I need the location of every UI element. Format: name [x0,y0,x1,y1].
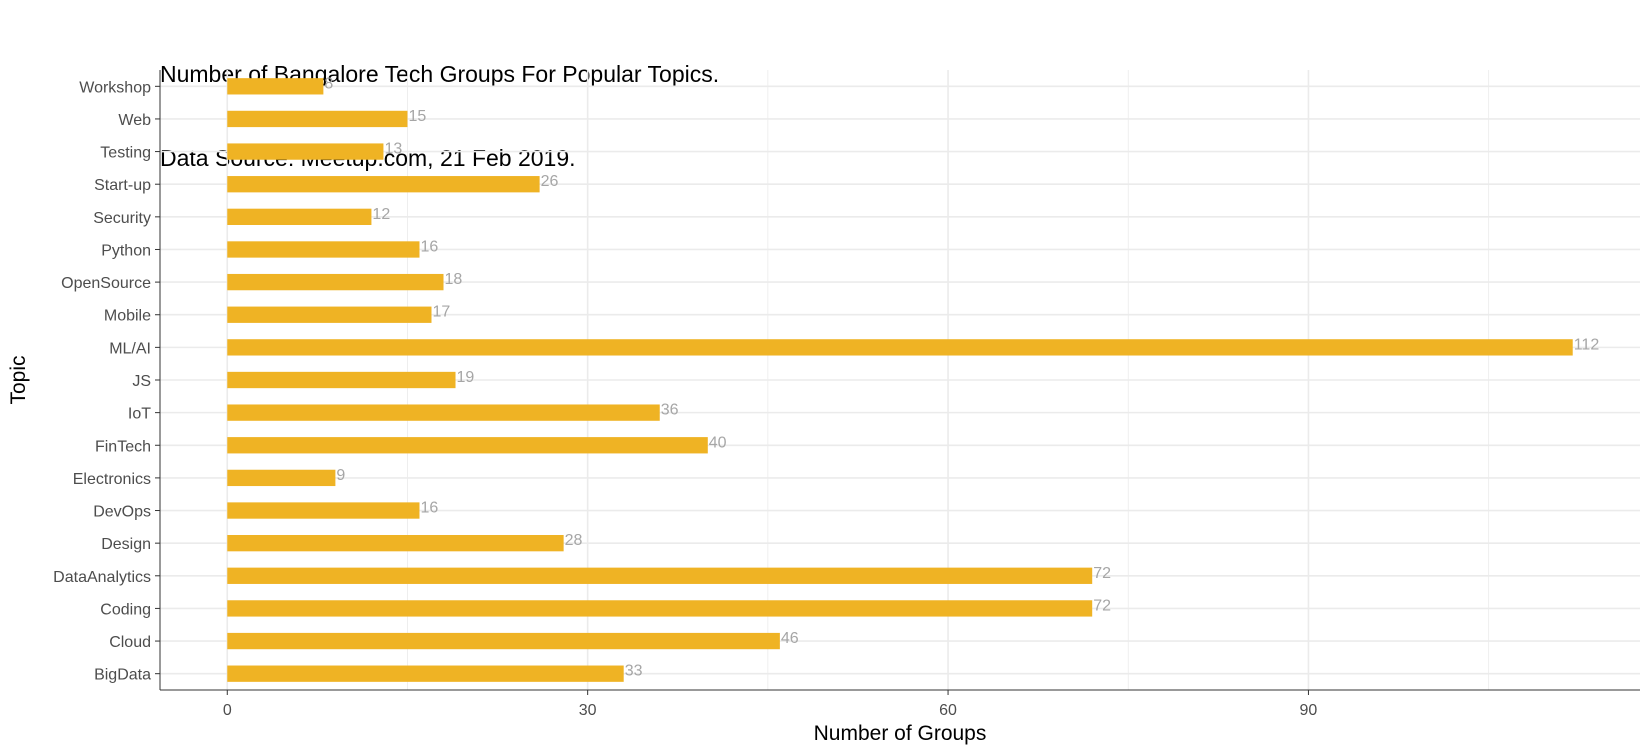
bar [227,208,372,225]
bar [227,143,384,160]
y-tick-label: Testing [100,145,151,162]
bar-value-label: 17 [432,304,450,321]
bar-value-label: 72 [1093,565,1111,582]
y-tick-label: Security [93,210,151,227]
bar-value-label: 12 [372,206,390,223]
bar [227,502,420,519]
y-tick-label: Web [118,112,151,129]
x-tick-label: 30 [579,702,597,719]
y-tick-label: Workshop [79,79,151,96]
bar-value-label: 40 [709,434,727,451]
bar-value-label: 72 [1093,597,1111,614]
bar-value-label: 18 [445,271,463,288]
x-tick-label: 60 [939,702,957,719]
y-tick-label: Coding [100,601,151,618]
bar [227,78,324,95]
bar-value-label: 15 [408,108,426,125]
bar-value-label: 112 [1574,336,1600,353]
bar [227,600,1093,617]
bar [227,535,564,552]
bar [227,437,708,454]
y-axis-title: Topic [7,355,30,404]
bar [227,469,336,487]
y-tick-label: BigData [94,667,151,684]
bar-value-label: 33 [625,663,643,680]
y-tick-label: OpenSource [61,275,151,292]
y-tick-label: JS [132,373,151,390]
x-tick-label: 90 [1300,702,1318,719]
bar [227,371,456,389]
bar-value-label: 19 [457,369,475,386]
bar [227,404,660,421]
y-tick-label: Design [101,536,151,553]
bar-value-label: 9 [336,467,345,484]
bar [227,567,1093,584]
bar [227,665,624,682]
y-tick-label: IoT [128,406,151,423]
y-tick-label: Mobile [104,308,151,325]
bar [227,273,444,291]
bar-value-label: 36 [661,402,679,419]
y-tick-label: ML/AI [109,340,151,357]
bar-value-label: 28 [565,532,583,549]
bar [227,306,432,323]
bar [227,241,420,258]
bar [227,110,408,128]
bar [227,632,780,650]
bar-value-label: 16 [420,500,438,517]
x-axis-title: Number of Groups [814,722,987,745]
bar [227,176,540,193]
y-tick-label: Electronics [73,471,151,488]
y-tick-label: DataAnalytics [53,569,151,586]
y-tick-label: Cloud [109,634,151,651]
bar-value-label: 8 [324,75,333,92]
y-tick-label: FinTech [95,438,151,455]
y-tick-label: DevOps [93,504,151,521]
y-tick-label: Start-up [94,177,151,194]
bar-value-label: 46 [781,630,799,647]
bar-value-label: 16 [420,238,438,255]
bar [227,339,1573,356]
x-tick-label: 0 [223,702,232,719]
y-tick-label: Python [101,242,151,259]
bar-value-label: 26 [541,173,559,190]
bar-value-label: 13 [384,141,402,158]
